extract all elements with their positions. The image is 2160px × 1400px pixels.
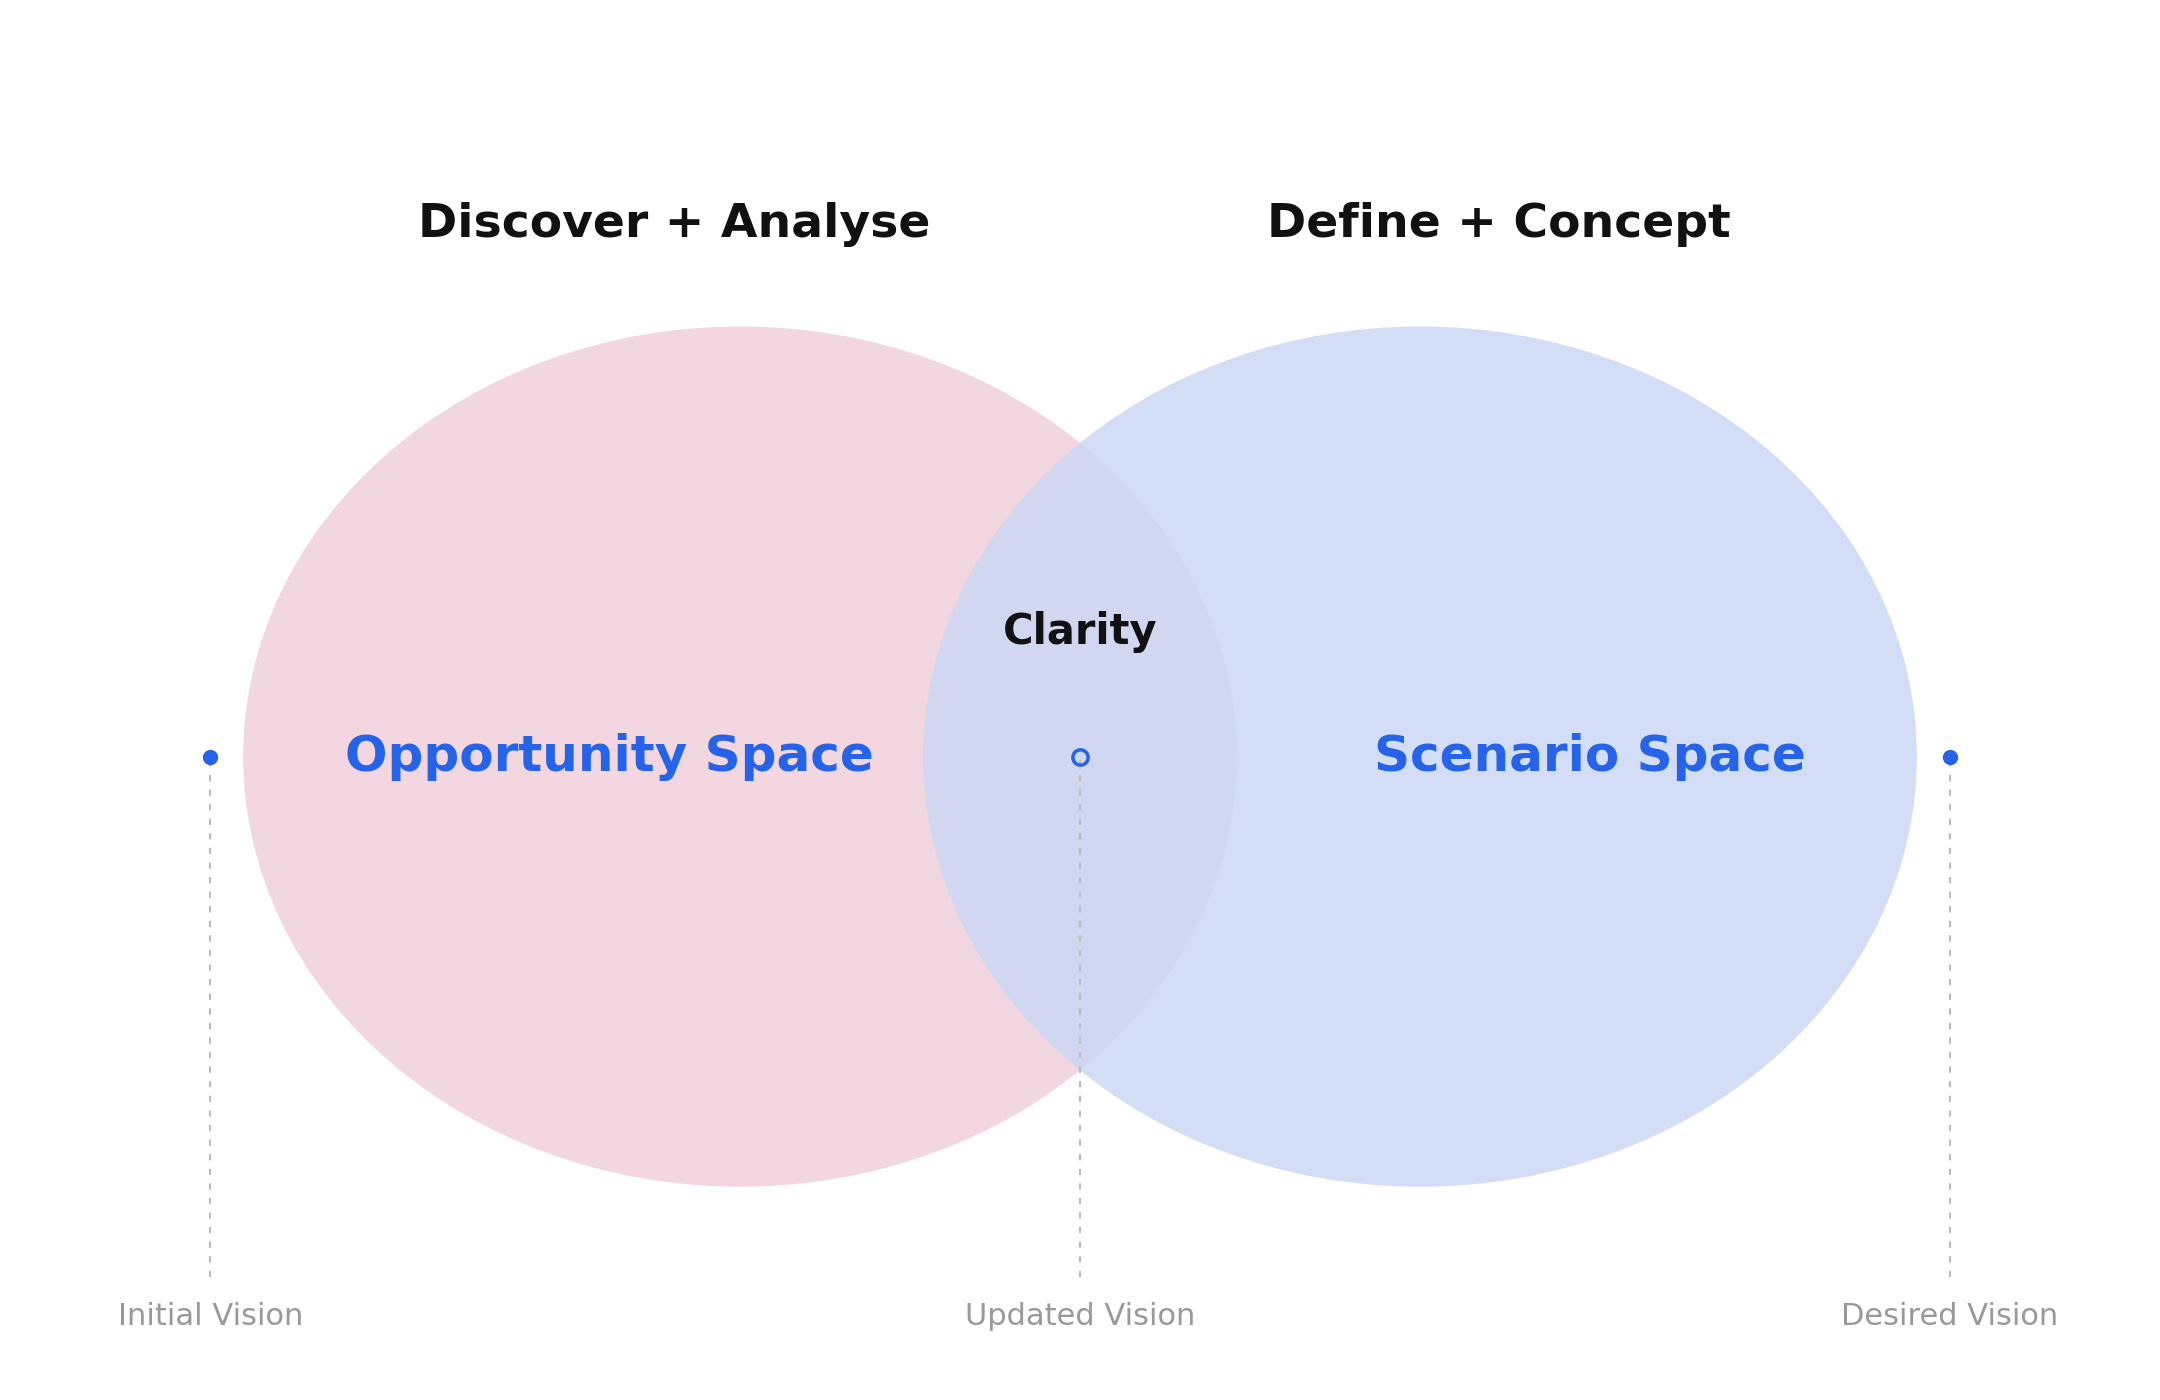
Circle shape bbox=[922, 326, 1916, 1187]
Text: Discover + Analyse: Discover + Analyse bbox=[419, 202, 931, 246]
Text: Initial Vision: Initial Vision bbox=[119, 1302, 302, 1331]
Text: Updated Vision: Updated Vision bbox=[966, 1302, 1194, 1331]
Text: Scenario Space: Scenario Space bbox=[1374, 732, 1806, 781]
Text: Define + Concept: Define + Concept bbox=[1266, 202, 1730, 246]
Text: Opportunity Space: Opportunity Space bbox=[346, 732, 873, 781]
Text: Desired Vision: Desired Vision bbox=[1840, 1302, 2058, 1331]
Text: Clarity: Clarity bbox=[1002, 610, 1158, 652]
Circle shape bbox=[244, 326, 1238, 1187]
